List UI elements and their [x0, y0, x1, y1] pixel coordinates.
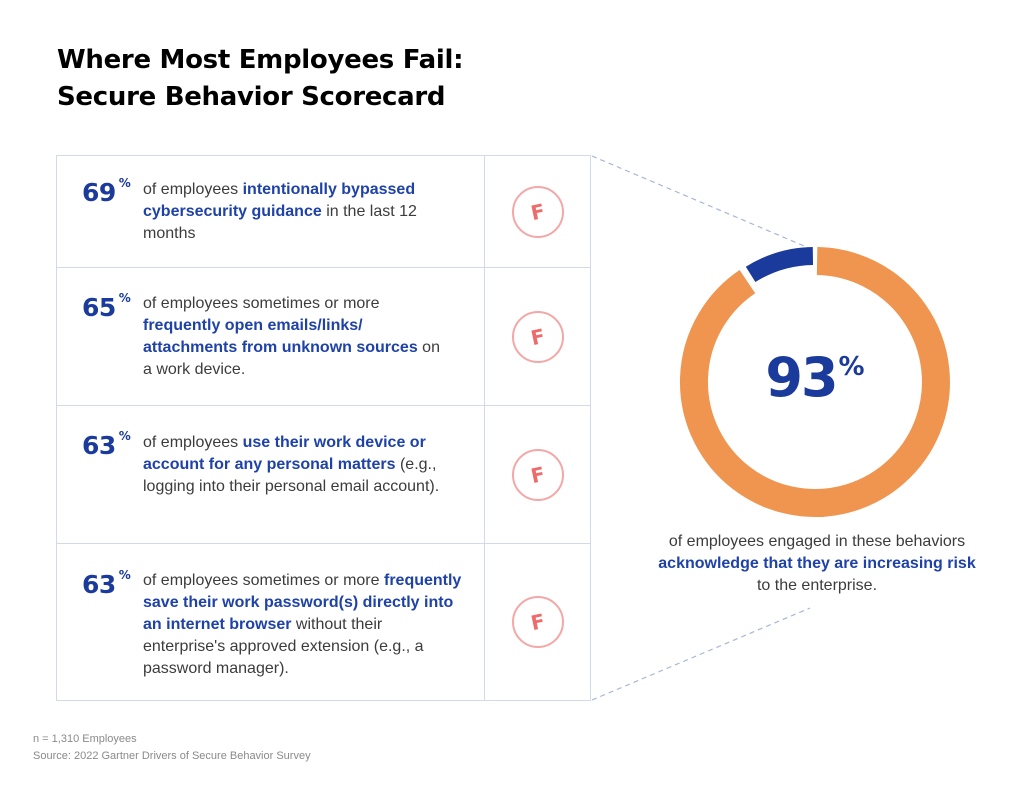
row-highlight: use their work device or account for any… [143, 434, 426, 473]
row-percent: 65% [82, 291, 131, 322]
row-description: of employees use their work device or ac… [143, 434, 440, 495]
row-text-cell: 63% of employees sometimes or more frequ… [57, 544, 485, 700]
grade-f-badge-icon: F [511, 310, 564, 363]
row-text-cell: 69% of employees intentionally bypassed … [57, 156, 485, 267]
row-description: of employees sometimes or more frequentl… [143, 572, 462, 677]
row-grade-cell: F [485, 406, 590, 543]
title-line-1: Where Most Employees Fail: [57, 45, 464, 75]
scorecard-table: 69% of employees intentionally bypassed … [56, 155, 591, 701]
caption-highlight: acknowledge that they are increasing ris… [658, 555, 976, 572]
row-grade-cell: F [485, 544, 590, 700]
title-line-2: Secure Behavior Scorecard [57, 82, 446, 112]
sample-size-note: n = 1,310 Employees [33, 733, 137, 745]
donut-center-value: 93% [765, 346, 865, 409]
row-highlight: intentionally bypassed cybersecurity gui… [143, 181, 416, 220]
row-grade-cell: F [485, 156, 590, 267]
row-description: of employees sometimes or more frequentl… [143, 295, 440, 378]
scorecard-row: 65% of employees sometimes or more frequ… [57, 267, 590, 405]
row-description: of employees intentionally bypassed cybe… [143, 181, 417, 242]
donut-chart [679, 247, 950, 517]
donut-segment-acknowledge [679, 247, 950, 517]
scorecard-row: 63% of employees use their work device o… [57, 405, 590, 543]
row-percent: 63% [82, 429, 131, 460]
donut-segment-remainder [745, 247, 814, 283]
page-title: Where Most Employees Fail: Secure Behavi… [57, 42, 464, 116]
scorecard-row: 63% of employees sometimes or more frequ… [57, 543, 590, 700]
row-grade-cell: F [485, 268, 590, 405]
row-percent: 63% [82, 568, 131, 599]
scorecard-row: 69% of employees intentionally bypassed … [57, 156, 590, 267]
grade-f-badge-icon: F [511, 596, 564, 648]
row-text-cell: 65% of employees sometimes or more frequ… [57, 268, 485, 405]
row-text-cell: 63% of employees use their work device o… [57, 406, 485, 543]
row-percent: 69% [82, 176, 131, 207]
donut-caption: of employees engaged in these behaviors … [658, 533, 976, 594]
source-note: Source: 2022 Gartner Drivers of Secure B… [33, 750, 311, 762]
row-highlight: frequently save their work password(s) d… [143, 572, 462, 633]
grade-f-badge-icon: F [511, 448, 564, 501]
grade-f-badge-icon: F [511, 185, 564, 238]
row-highlight: frequently open emails/links/ attachment… [143, 317, 418, 356]
